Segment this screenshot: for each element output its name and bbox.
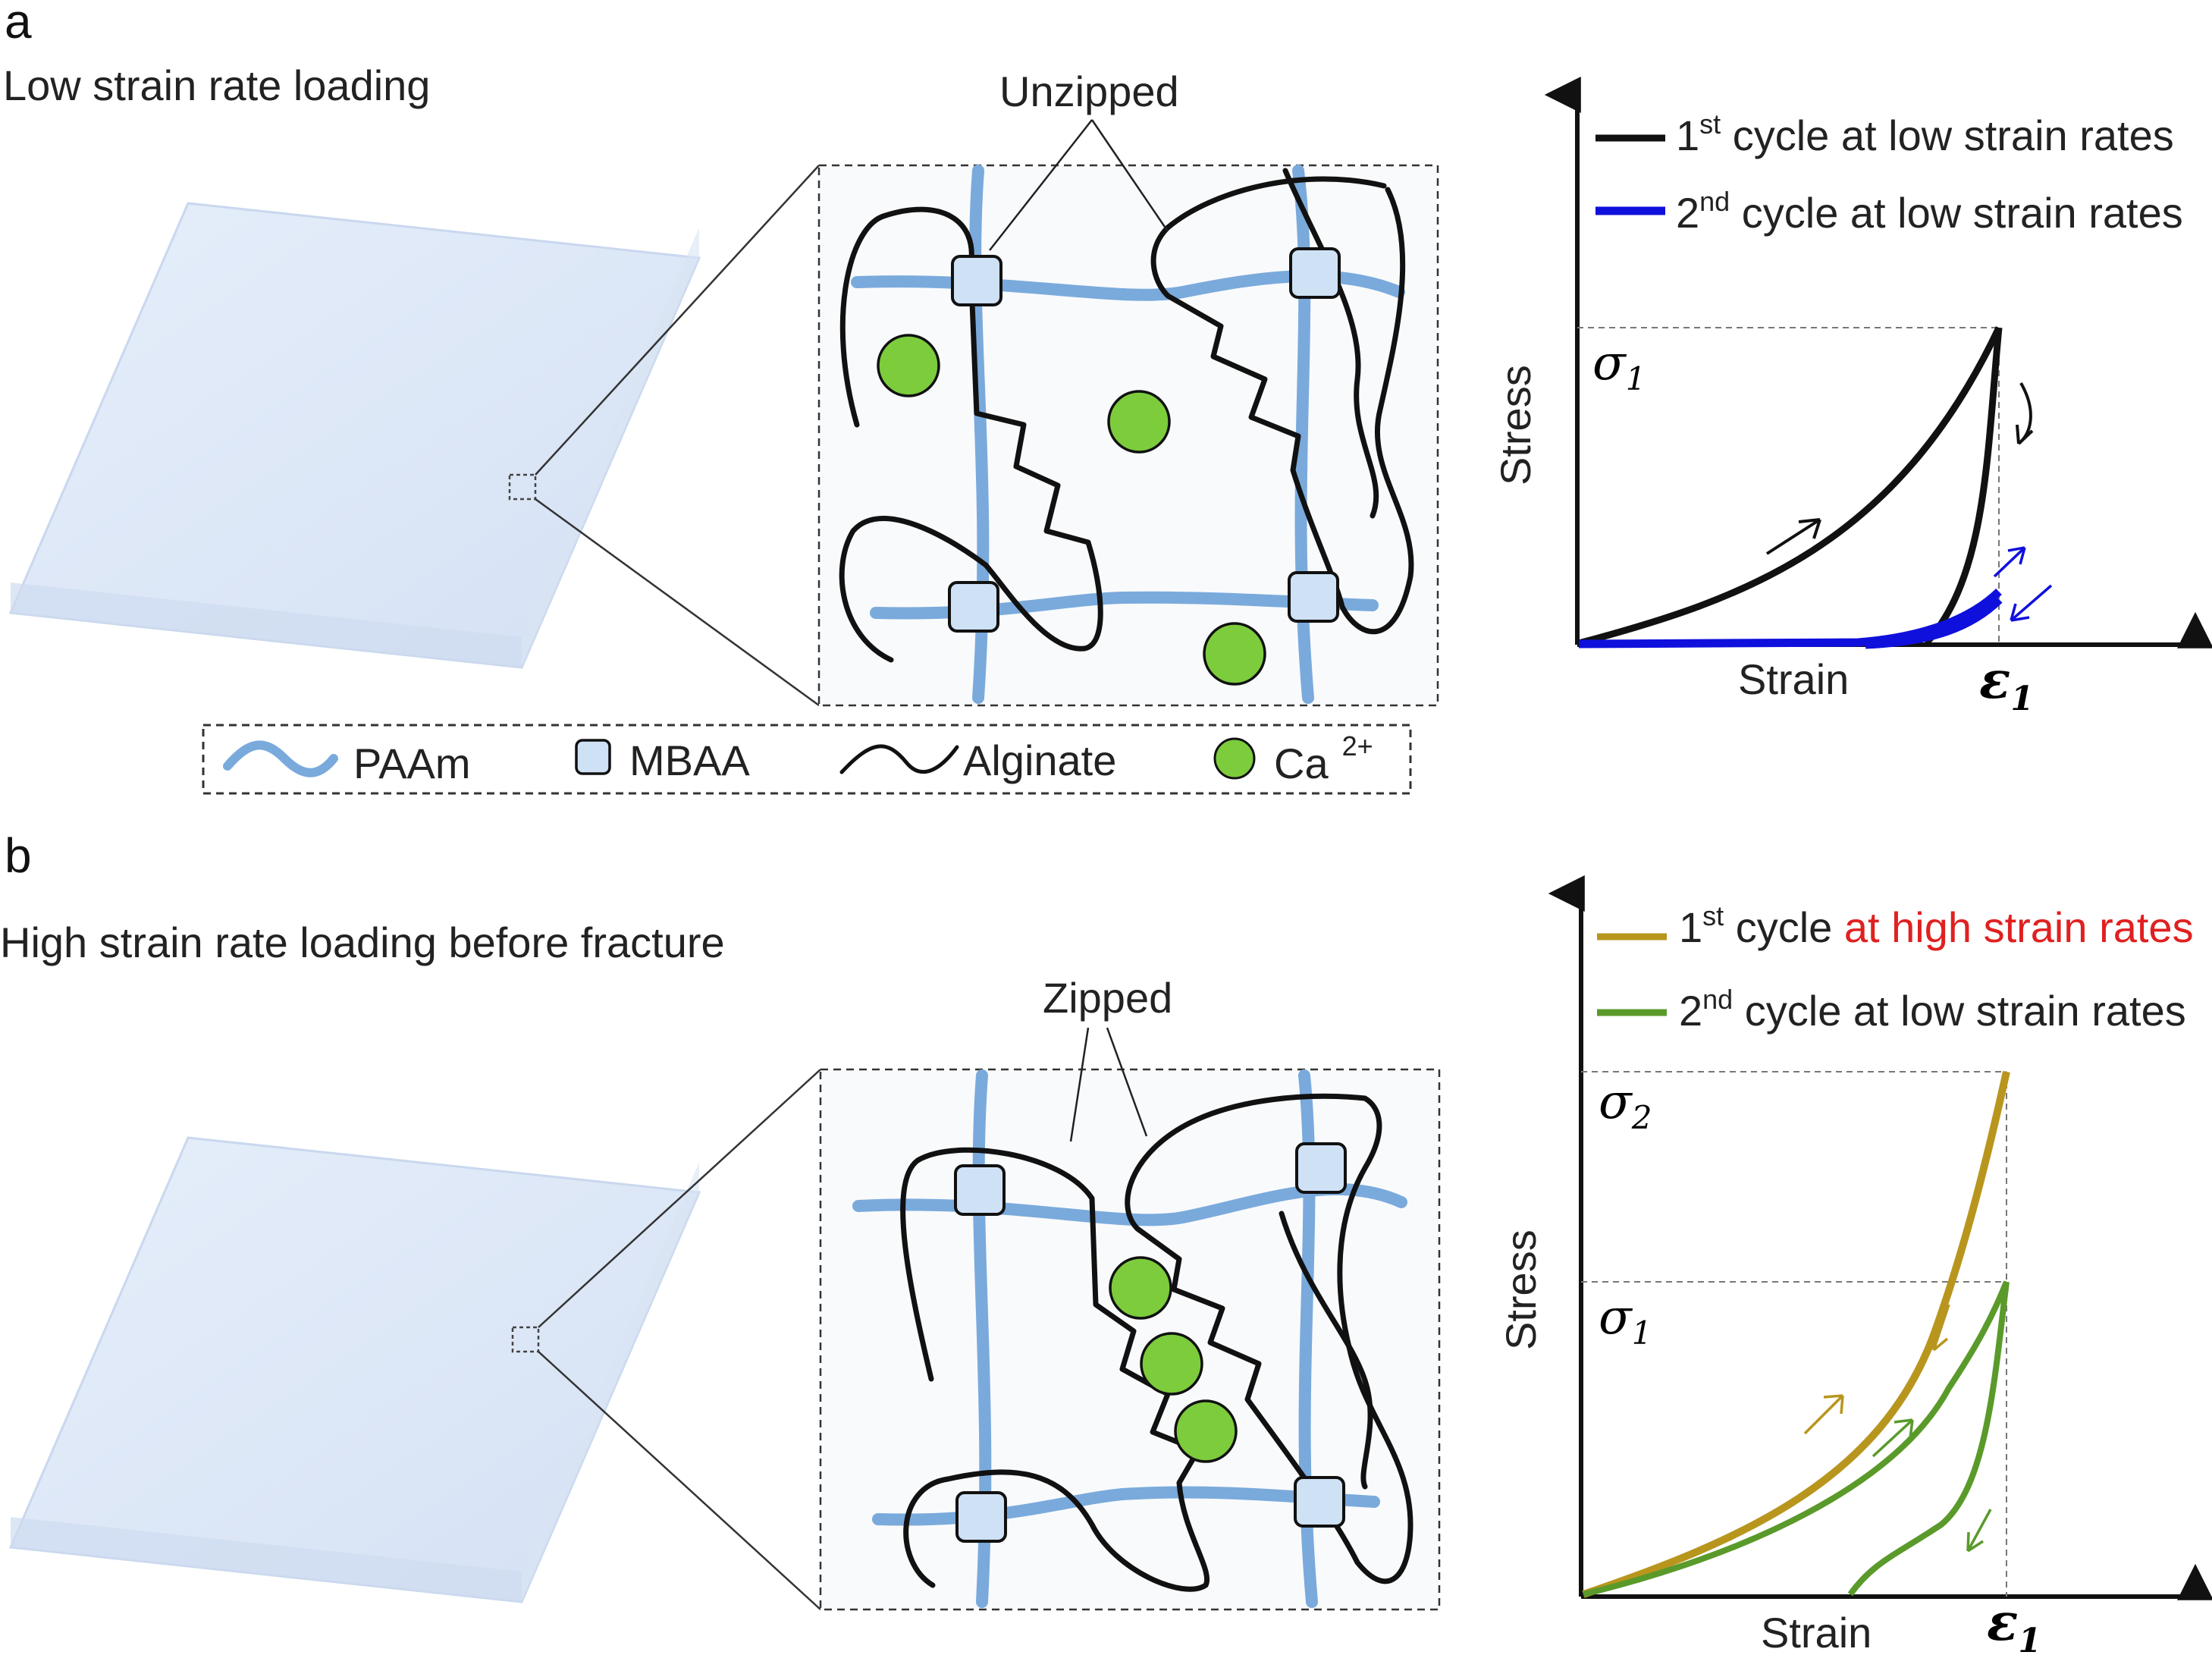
legend-mbaa: MBAA <box>629 736 750 784</box>
chart-a: Stress Strain σ1 ε1 1st cycle at low str… <box>1492 77 2212 718</box>
network-box-a <box>817 164 1439 707</box>
hydrogel-slab-a <box>8 202 701 669</box>
sigma1-label: σ1 <box>1599 1289 1652 1352</box>
panel-a: a Low strain rate loading <box>3 0 2212 718</box>
sigma1-label: σ1 <box>1592 335 1646 397</box>
panel-a-letter: a <box>5 0 32 49</box>
chart-b-legend: 1st cycle at high strain rates 2nd cycle… <box>1597 900 2194 1035</box>
arrow-cycle1-down <box>1932 1304 1950 1352</box>
x-axis-label: Strain <box>1761 1609 1872 1655</box>
zoom-line-bottom-b <box>538 1351 821 1610</box>
curve-cycle1-loading <box>1577 326 2003 647</box>
zoom-region-a <box>508 473 537 501</box>
hydrogel-slab-b <box>8 1136 701 1603</box>
x-axis-label: Strain <box>1738 655 1849 703</box>
mbaa-legend-icon <box>575 739 611 775</box>
zoom-line-top-a <box>535 165 820 476</box>
curve-cycle2-loading <box>1583 1280 2010 1597</box>
arrow-loading <box>1765 518 1821 555</box>
chart-b: Stress Strain σ2 σ1 ε1 1st cycle at high… <box>1497 875 2212 1655</box>
arrow-cycle2-up <box>1993 546 2026 578</box>
paam-legend-icon <box>223 740 338 777</box>
legend-ca: Ca 2+ <box>1274 730 1373 787</box>
legend-cycle1: 1st cycle at high strain rates <box>1679 900 2194 951</box>
callout-line <box>989 119 1093 251</box>
mbaa-square <box>954 1164 1006 1216</box>
ca-ion <box>877 334 940 397</box>
y-axis-label: Stress <box>1492 365 1539 485</box>
sigma2-label: σ2 <box>1599 1074 1652 1136</box>
mbaa-square <box>1294 1476 1345 1528</box>
callout-line <box>1090 119 1169 232</box>
ca-legend-icon <box>1213 737 1256 780</box>
zoom-line-bottom-a <box>535 498 820 707</box>
curve-cycle1-high <box>1582 1070 2010 1598</box>
ca-ion <box>1174 1399 1238 1463</box>
component-legend: PAAm MBAA Alginate Ca 2+ <box>202 724 1412 795</box>
callout-line <box>1106 1027 1148 1137</box>
legend-paam: PAAm <box>353 740 471 787</box>
mbaa-square <box>1288 571 1339 623</box>
panel-a-caption: Low strain rate loading <box>3 61 430 109</box>
chart-a-legend: 1st cycle at low strain rates 2nd cycle … <box>1595 108 2183 237</box>
network-box-b <box>819 1068 1441 1611</box>
ca-ion <box>1203 622 1266 686</box>
arrow-cycle2-down <box>2010 584 2053 622</box>
arrow-unloading <box>2016 382 2034 445</box>
ca-ion <box>1109 1256 1172 1320</box>
ca-ion <box>1140 1332 1203 1396</box>
curve-cycle2-unloading <box>1847 1281 2010 1597</box>
mbaa-square <box>955 1491 1007 1543</box>
zoom-region-b <box>511 1326 540 1353</box>
panel-b: b High strain rate loading before fractu… <box>0 828 2212 1655</box>
panel-b-caption: High strain rate loading before fracture <box>0 919 725 966</box>
mbaa-square <box>951 255 1002 306</box>
panel-b-letter: b <box>5 828 32 883</box>
legend-alginate: Alginate <box>963 736 1116 784</box>
callout-line <box>1069 1027 1090 1142</box>
epsilon1-label: ε1 <box>1987 1592 2041 1655</box>
mbaa-square <box>1289 247 1341 299</box>
mbaa-square <box>948 581 999 633</box>
unzipped-label: Unzipped <box>999 68 1179 115</box>
legend-cycle2: 2nd cycle at low strain rates <box>1676 186 2183 237</box>
mbaa-square <box>1295 1142 1347 1194</box>
alginate-legend-icon <box>839 744 959 774</box>
ca-ion <box>1107 390 1171 454</box>
legend-cycle2: 2nd cycle at low strain rates <box>1679 984 2186 1035</box>
curve-cycle1-unloading <box>1923 327 2003 646</box>
legend-cycle1: 1st cycle at low strain rates <box>1676 108 2174 159</box>
arrow-cycle2-up <box>1872 1418 1914 1458</box>
y-axis-label: Stress <box>1497 1229 1545 1350</box>
arrow-cycle1-up <box>1803 1394 1844 1435</box>
arrow-cycle2-down <box>1966 1509 1992 1553</box>
zoom-line-top-b <box>538 1069 821 1328</box>
curve-cycle2-unloading <box>1865 595 2003 649</box>
zipped-label: Zipped <box>1043 974 1172 1022</box>
epsilon1-label: ε1 <box>1979 650 2034 718</box>
